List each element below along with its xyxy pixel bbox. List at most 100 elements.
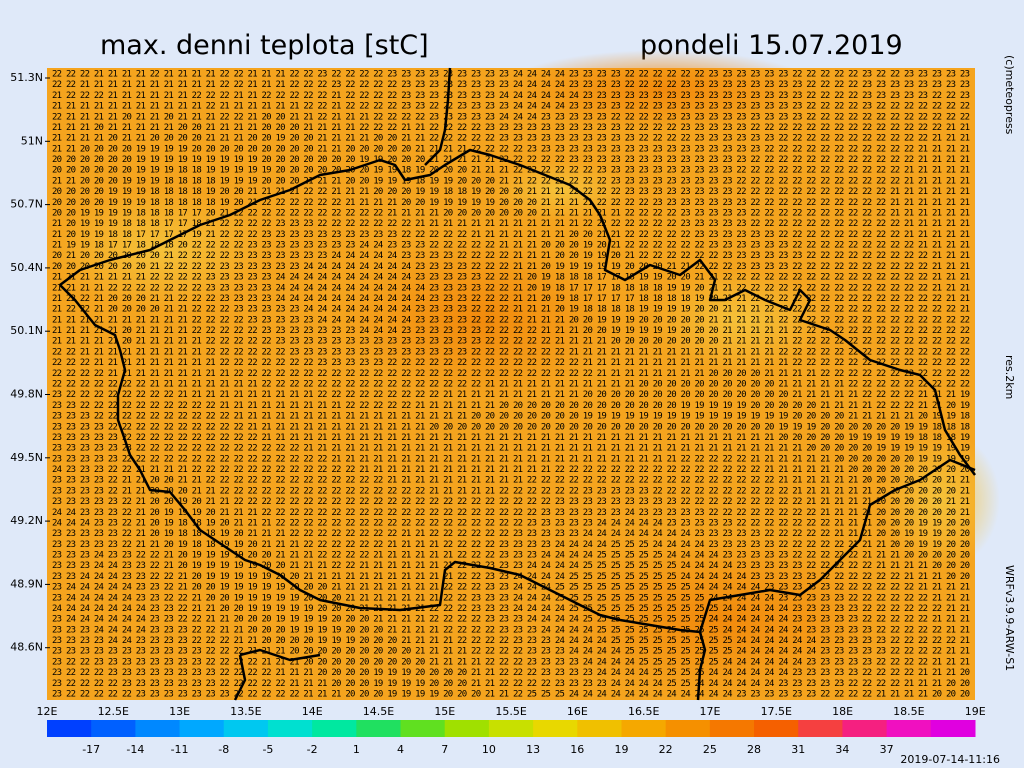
colorbar-label: 28 <box>747 743 761 756</box>
value-row: 23 23 23 23 23 22 21 21 20 19 18 18 19 1… <box>52 540 970 550</box>
timestamp: 2019-07-14-11:16 <box>900 753 1000 766</box>
lon-label: 13.5E <box>230 705 261 718</box>
colorbar-swatch <box>930 720 976 737</box>
value-row: 23 22 22 22 22 23 23 23 23 23 23 23 22 2… <box>52 679 970 689</box>
colorbar-swatch <box>665 720 711 737</box>
colorbar-swatch <box>356 720 402 737</box>
lat-label: 48.9N <box>10 577 43 590</box>
longitude-axis: 12E 12.5E 13E 13.5E 14E 14.5E 15E 15.5E 16E 16.5E… <box>37 705 986 718</box>
colorbar-label: 31 <box>791 743 805 756</box>
lat-label: 49.8N <box>10 388 43 401</box>
colorbar-label: 37 <box>880 743 894 756</box>
value-row: 23 24 24 24 24 24 23 23 22 22 21 20 20 1… <box>52 593 970 603</box>
value-row: 23 23 23 24 23 23 22 22 21 20 19 19 19 1… <box>52 551 970 561</box>
value-row: 21 21 20 20 20 19 19 19 18 18 18 18 19 1… <box>52 176 970 186</box>
cool-zone <box>880 430 1000 570</box>
value-row: 21 21 21 21 21 21 21 21 21 21 22 22 22 2… <box>52 315 970 325</box>
lon-label: 12E <box>37 705 58 718</box>
value-row: 23 24 24 24 24 24 23 23 22 21 20 20 19 1… <box>52 583 970 593</box>
value-row: 20 20 19 19 19 19 18 18 18 17 17 20 21 2… <box>52 208 970 218</box>
value-row: 23 23 23 23 22 21 21 20 20 21 21 22 22 2… <box>52 476 970 486</box>
value-row: 24 23 23 23 22 22 21 21 21 21 22 22 22 2… <box>52 465 970 475</box>
value-row: 24 24 24 23 23 22 21 20 19 18 18 19 20 2… <box>52 518 970 528</box>
value-row: 21 22 22 22 21 21 21 21 21 21 22 22 22 2… <box>52 91 970 101</box>
colorbar-swatch <box>886 720 932 737</box>
colorbar-label: 10 <box>482 743 496 756</box>
value-row: 21 19 19 18 17 17 18 18 18 20 22 22 22 2… <box>52 241 970 251</box>
value-row: 23 23 23 24 24 23 23 22 21 20 19 19 19 1… <box>52 561 970 571</box>
lat-label: 49.5N <box>10 451 43 464</box>
value-row: 23 23 23 23 22 22 22 22 22 22 22 22 22 2… <box>52 422 970 432</box>
value-row: 23 22 22 22 22 22 23 23 23 23 23 23 23 2… <box>52 690 970 700</box>
lon-label: 18E <box>832 705 853 718</box>
colorbar-label: 22 <box>659 743 673 756</box>
colorbar-label: -14 <box>126 743 144 756</box>
country-border <box>424 67 452 166</box>
colorbar-swatch <box>47 720 92 737</box>
value-row: 21 21 21 20 21 21 21 21 21 20 20 21 21 2… <box>52 123 970 133</box>
map-area: 22 22 22 21 21 21 21 22 21 21 21 21 22 2… <box>47 50 1000 701</box>
colorbar: -17 -14 -11 -8 -5 -2 1 4 7 10 13 16 19 22 25 28 31 34 37 <box>47 720 976 756</box>
colorbar-label: -17 <box>82 743 100 756</box>
value-row: 24 24 23 23 23 22 21 20 19 19 19 20 21 2… <box>52 508 970 518</box>
lon-label: 16.5E <box>628 705 659 718</box>
colorbar-swatch <box>400 720 446 737</box>
lat-label: 50.4N <box>10 261 43 274</box>
country-border <box>233 648 321 701</box>
colorbar-swatch <box>444 720 490 737</box>
lon-label: 15.5E <box>495 705 526 718</box>
colorbar-swatch <box>709 720 755 737</box>
lat-label: 49.2N <box>10 514 43 527</box>
model-name: WRFv3.9.9-ARW-S1 <box>1003 565 1016 671</box>
value-row: 21 22 22 21 20 20 20 21 21 22 22 22 23 2… <box>52 294 970 304</box>
colorbar-swatch <box>533 720 578 737</box>
value-row: 23 23 23 23 24 24 23 23 23 23 22 22 22 2… <box>52 636 970 646</box>
value-row: 21 21 21 21 22 22 22 22 22 22 22 23 23 2… <box>52 283 970 293</box>
value-grid: 22 22 22 21 21 21 21 22 21 21 21 21 22 2… <box>52 70 970 700</box>
value-row: 23 23 23 22 22 22 22 22 22 22 22 22 22 2… <box>52 412 970 422</box>
colorbar-swatch <box>312 720 357 737</box>
credit: (c)meteopress <box>1003 55 1016 135</box>
value-row: 23 23 23 23 23 22 22 22 22 22 22 22 22 2… <box>52 454 970 464</box>
colorbar-label: -2 <box>307 743 318 756</box>
value-row: 20 21 20 20 20 20 20 20 21 22 22 22 22 2… <box>52 251 970 261</box>
value-row: 23 22 22 23 23 23 23 23 23 23 23 22 22 2… <box>52 657 970 667</box>
colorbar-swatch <box>488 720 534 737</box>
value-row: 23 23 23 24 24 24 24 23 23 23 22 22 21 2… <box>52 625 970 635</box>
colorbar-label: 34 <box>835 743 849 756</box>
value-row: 23 23 23 23 23 23 22 22 22 22 22 22 22 2… <box>52 444 970 454</box>
value-row: 22 22 21 21 21 21 21 21 21 21 21 22 22 2… <box>52 347 970 357</box>
value-row: 20 20 20 20 20 20 19 19 19 18 18 19 19 1… <box>52 166 970 176</box>
lon-label: 17.5E <box>761 705 792 718</box>
country-border <box>59 148 976 476</box>
value-row: 22 21 21 21 21 20 21 21 20 21 21 21 22 2… <box>52 112 970 122</box>
colorbar-label: 1 <box>353 743 360 756</box>
value-row: 20 20 20 20 20 20 20 21 22 22 22 22 23 2… <box>52 262 970 272</box>
warm-zone <box>550 540 890 700</box>
value-row: 23 23 23 23 23 22 22 22 22 22 22 22 22 2… <box>52 433 970 443</box>
warm-zone <box>340 240 620 400</box>
lon-label: 18.5E <box>893 705 924 718</box>
colorbar-label: 25 <box>703 743 717 756</box>
colorbar-swatch <box>798 720 843 737</box>
colorbar-label: 13 <box>526 743 540 756</box>
value-row: 22 22 22 21 21 21 21 21 21 21 21 21 22 2… <box>52 358 970 368</box>
value-row: 22 22 22 22 22 22 22 21 21 21 21 21 21 2… <box>52 380 970 390</box>
value-row: 23 23 23 23 23 23 23 23 23 23 23 22 22 2… <box>52 647 970 657</box>
colorbar-label: -11 <box>171 743 189 756</box>
lat-label: 50.1N <box>10 324 43 337</box>
value-row: 20 20 20 20 19 19 19 18 18 18 18 18 19 2… <box>52 198 970 208</box>
lon-label: 19E <box>965 705 986 718</box>
value-row: 23 23 23 23 23 22 21 20 20 19 20 21 21 2… <box>52 497 970 507</box>
colorbar-swatch <box>577 720 622 737</box>
value-row: 23 22 22 22 22 22 22 22 22 21 21 21 21 2… <box>52 390 970 400</box>
lat-label: 48.6N <box>10 641 43 654</box>
colorbar-swatch <box>135 720 181 737</box>
lat-label: 51N <box>21 134 43 147</box>
colorbar-label: 19 <box>614 743 628 756</box>
value-row: 22 22 22 22 21 21 21 21 21 21 21 21 21 2… <box>52 369 970 379</box>
country-border <box>696 631 707 701</box>
lon-label: 12.5E <box>98 705 129 718</box>
value-row: 23 23 23 23 23 22 21 20 19 18 18 18 19 2… <box>52 529 970 539</box>
